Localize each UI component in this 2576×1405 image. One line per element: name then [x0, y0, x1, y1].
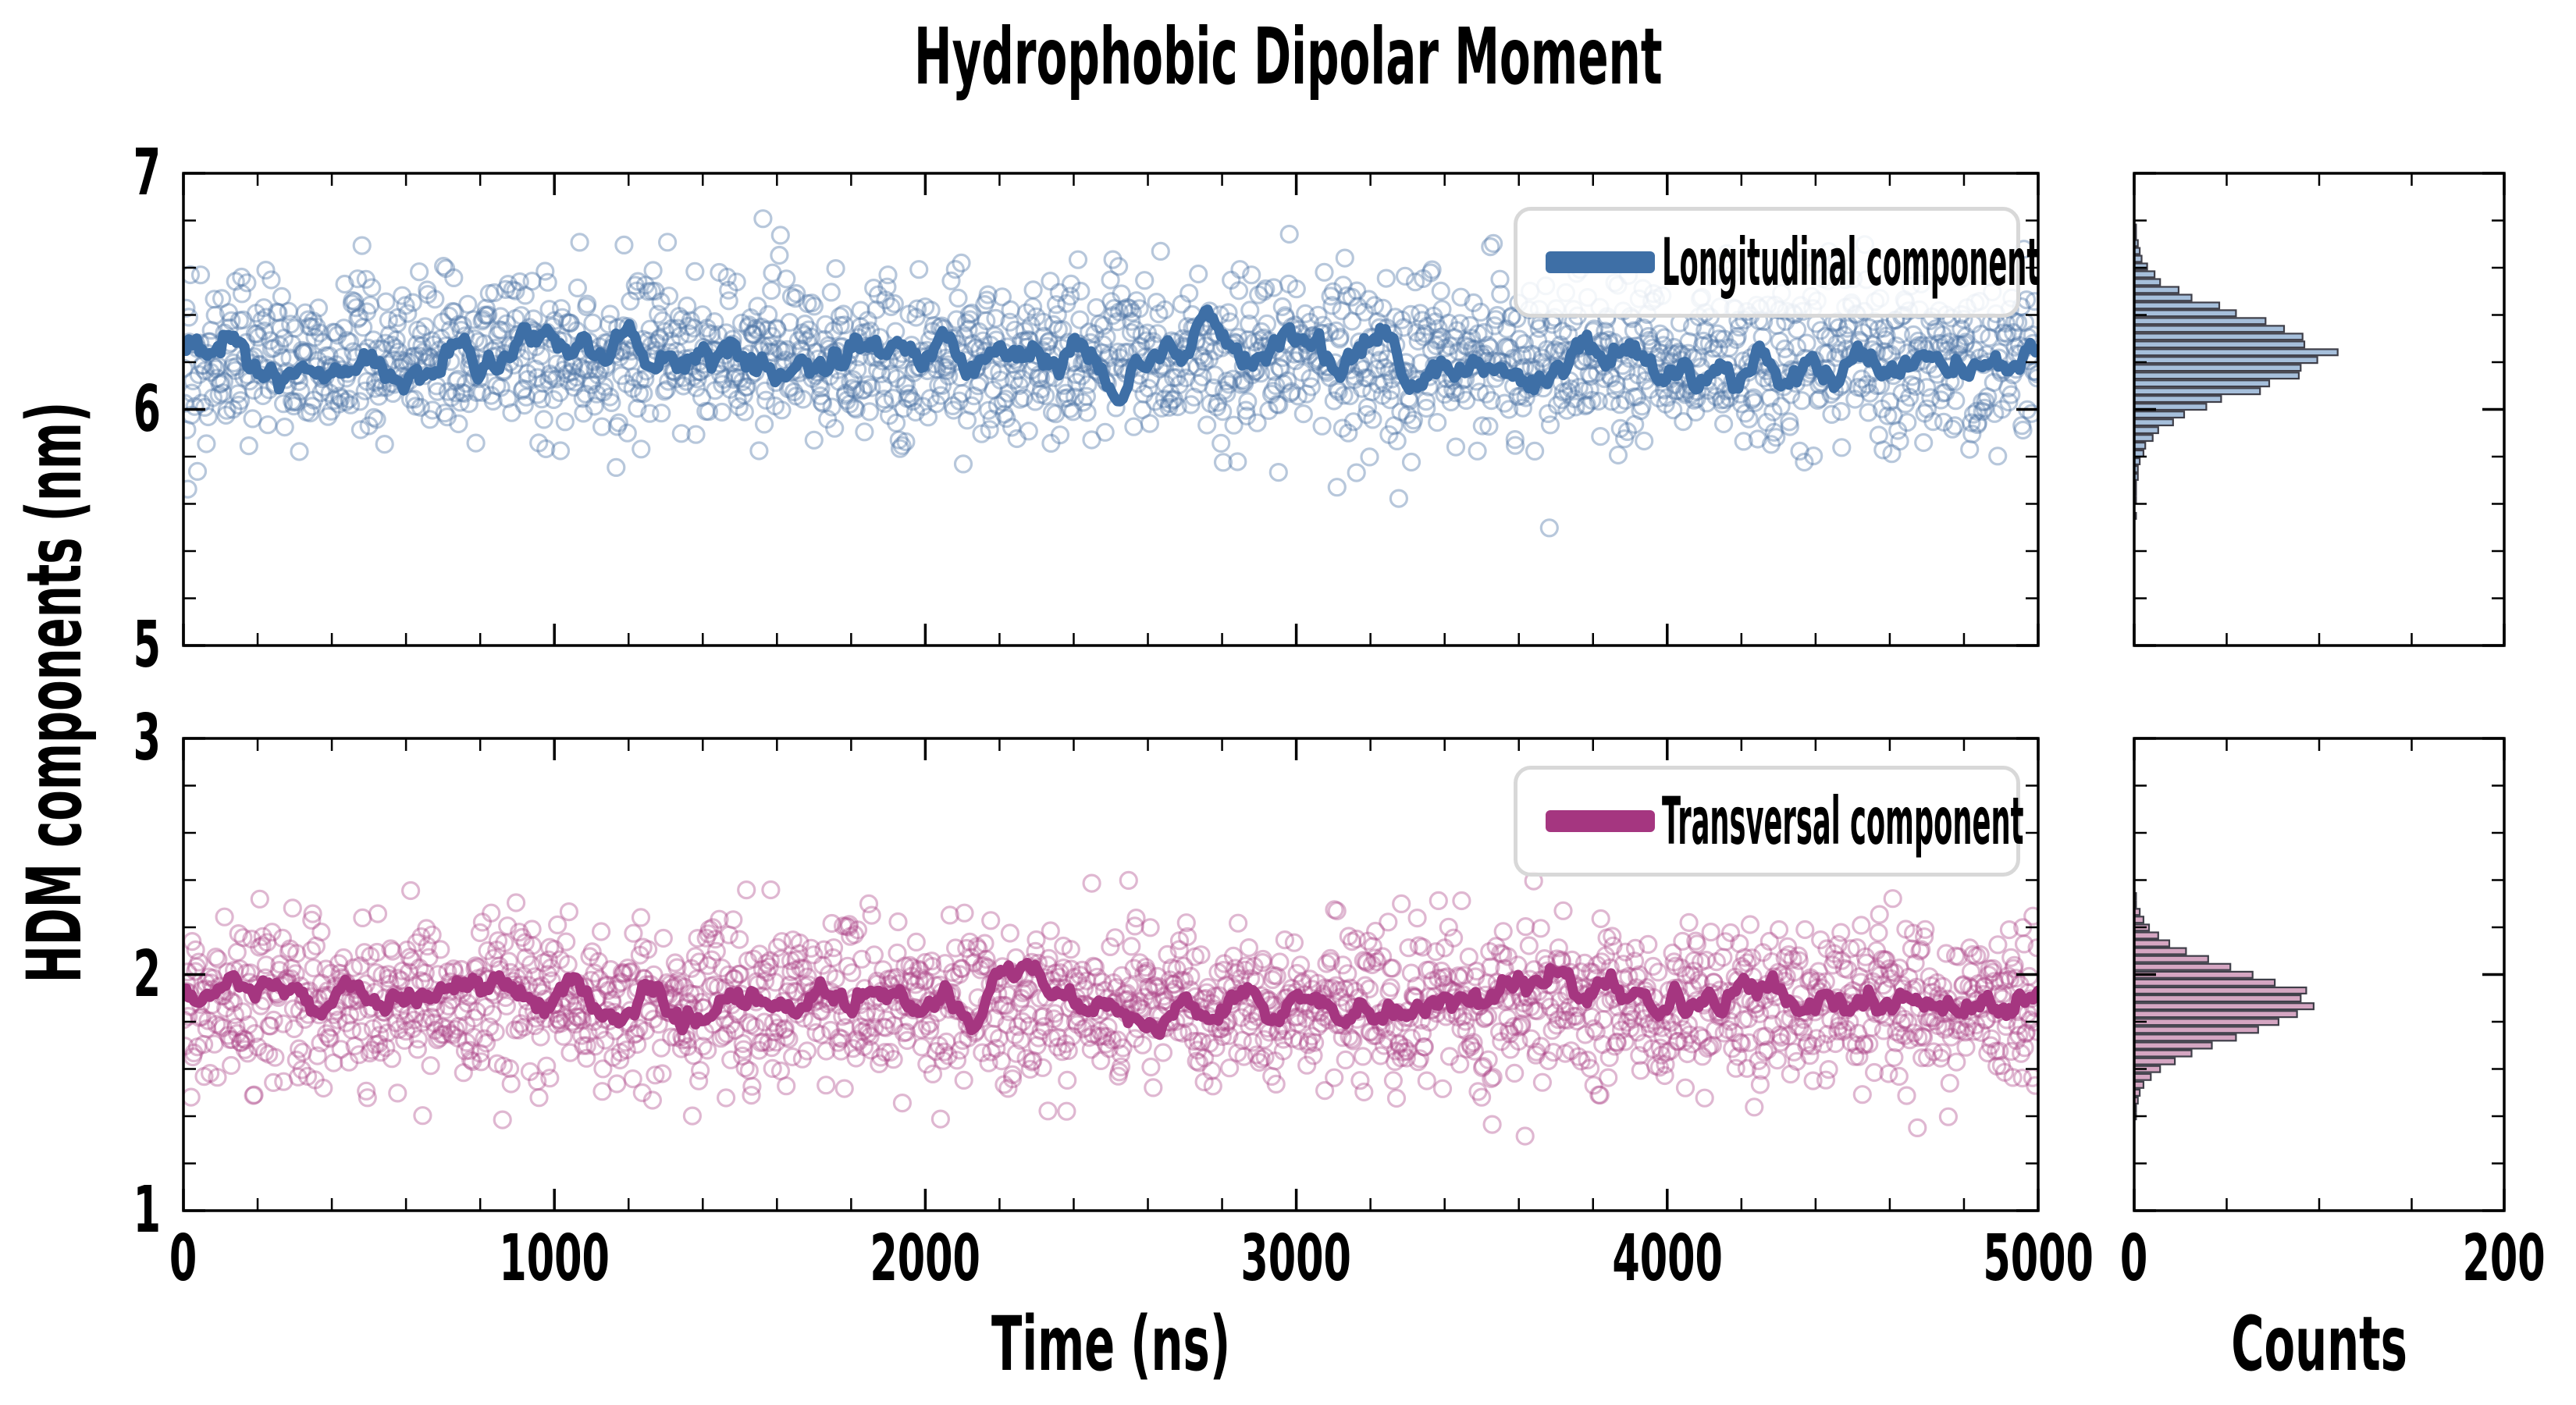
transversal-running-average [183, 958, 2038, 1040]
x-tick-label-time-1000: 1000 [499, 1222, 610, 1296]
longitudinal-running-average [183, 304, 2038, 407]
legend-transversal: Transversal component [1514, 766, 2024, 877]
x-tick-label-time-5000: 5000 [1983, 1222, 2094, 1296]
y-tick-label-bottom-3: 3 [133, 701, 161, 775]
longitudinal-histogram [2133, 223, 2339, 520]
bottom-panel-axes [182, 737, 2040, 1212]
y-tick-label-top-6: 6 [133, 372, 161, 446]
x-axis-label-counts: Counts [2231, 1300, 2407, 1388]
x-axis-label-time: Time (ns) [991, 1300, 1231, 1388]
x-tick-label-time-0: 0 [169, 1222, 197, 1296]
figure-title-text: Hydrophobic Dipolar Moment [913, 11, 1663, 102]
bottom-histogram-panel-axes [2133, 737, 2506, 1212]
transversal-histogram [2133, 891, 2314, 1121]
top-panel-spines [182, 172, 2040, 647]
y-tick-label-bottom-2: 2 [133, 937, 161, 1012]
legend-longitudinal: Longitudinal component [1514, 207, 2040, 318]
legend-line-swatch-longitudinal [1546, 251, 1655, 273]
legend-label-longitudinal: Longitudinal component [1662, 224, 2041, 301]
y-tick-label-bottom-1: 1 [133, 1173, 161, 1247]
x-tick-label-counts-200: 200 [2462, 1222, 2546, 1296]
top-panel-axes [182, 172, 2040, 647]
x-tick-label-time-4000: 4000 [1612, 1222, 1723, 1296]
x-tick-label-time-2000: 2000 [870, 1222, 981, 1296]
x-tick-label-counts-0: 0 [2120, 1222, 2148, 1296]
legend-label-transversal: Transversal component [1662, 783, 2024, 859]
y-tick-label-top-7: 7 [133, 136, 161, 210]
bottom-panel-spines [182, 737, 2040, 1212]
top-histogram-panel-spines [2133, 172, 2506, 647]
bottom-histogram-panel-spines [2133, 737, 2506, 1212]
legend-line-swatch-transversal [1546, 810, 1655, 832]
y-tick-label-top-5: 5 [133, 608, 161, 682]
figure-title: Hydrophobic Dipolar Moment [0, 11, 2576, 102]
x-tick-label-time-3000: 3000 [1240, 1222, 1352, 1296]
top-histogram-panel-axes [2133, 172, 2506, 647]
